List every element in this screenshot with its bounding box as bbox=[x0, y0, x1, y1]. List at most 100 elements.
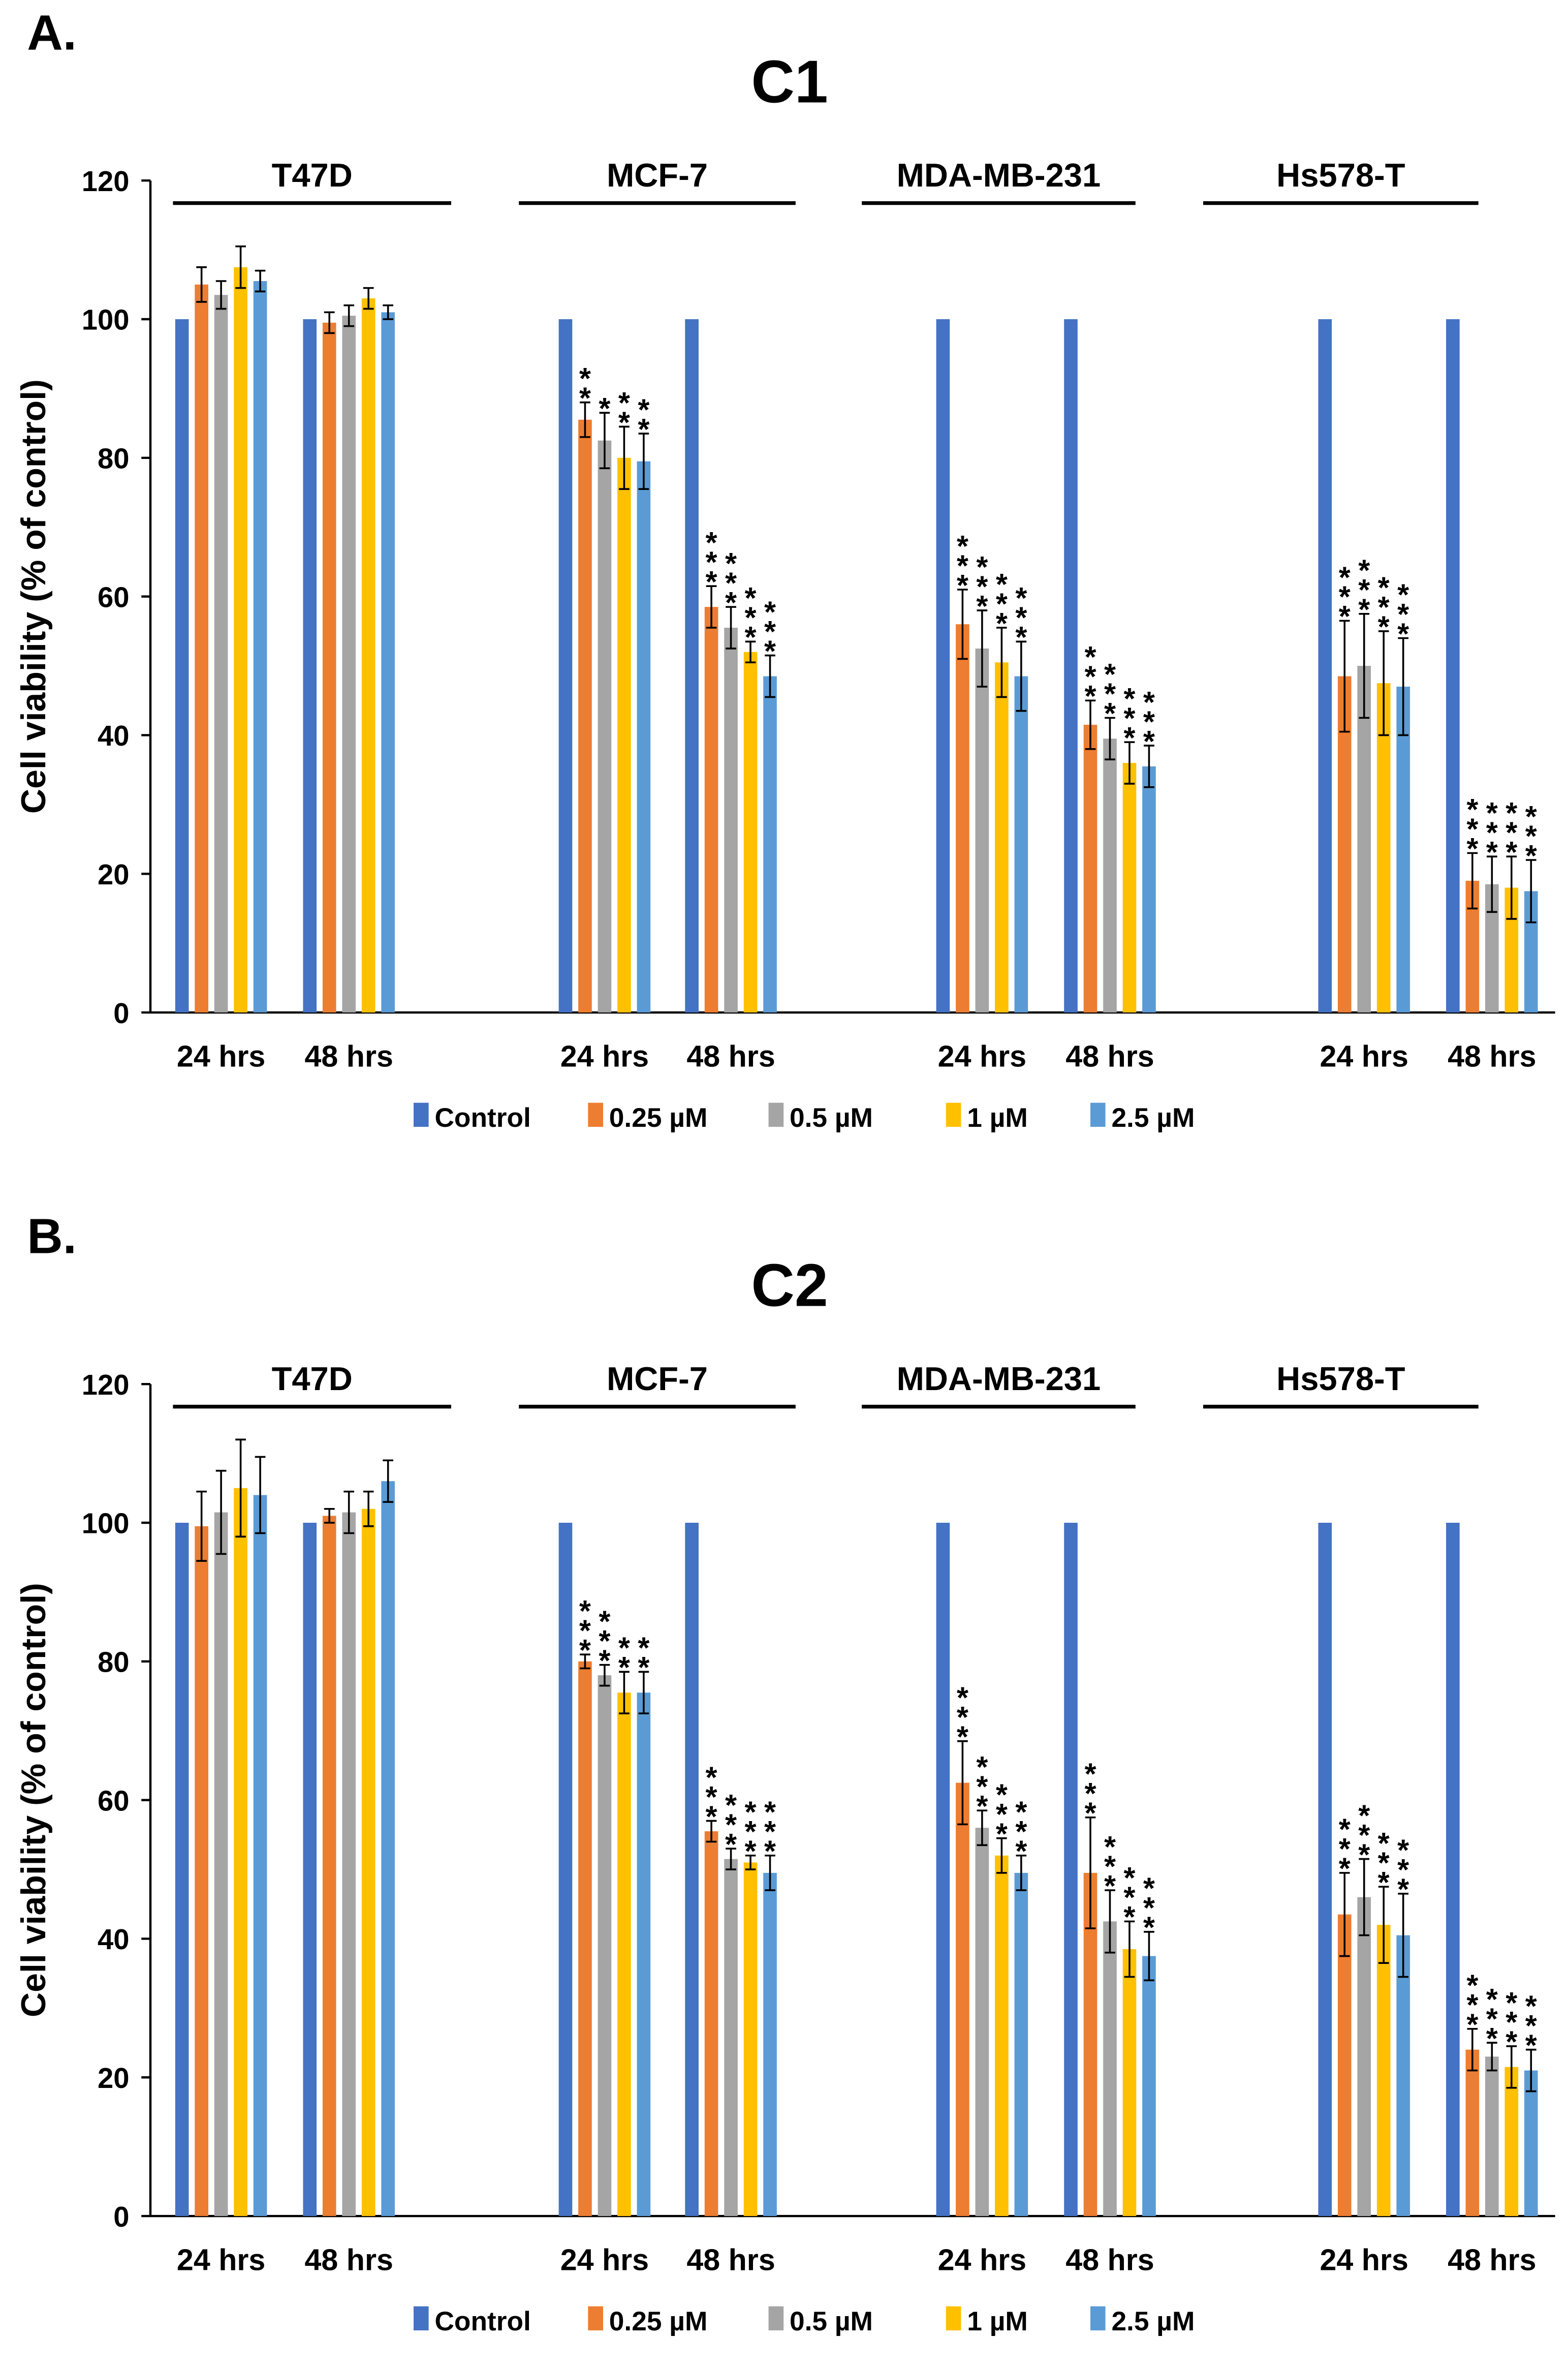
c1-significance-stars: * * * bbox=[1104, 657, 1116, 730]
c1-significance-stars: * * * bbox=[996, 567, 1008, 640]
c1-significance-stars: * * * bbox=[976, 550, 988, 623]
c1-y-tick-label: 80 bbox=[98, 443, 130, 475]
c1-significance-stars: * * * bbox=[1466, 792, 1478, 866]
c1-x-tick-label: 48 hrs bbox=[686, 1039, 775, 1073]
c1-significance-stars: * * * bbox=[1506, 796, 1517, 869]
c2-legend-swatch bbox=[414, 2306, 429, 2331]
c1-bar bbox=[598, 440, 612, 1013]
c1-bar bbox=[1396, 686, 1410, 1013]
c2-bar bbox=[1524, 2070, 1538, 2217]
c2-bar bbox=[1485, 2056, 1499, 2217]
c2-bar bbox=[685, 1523, 699, 2217]
c2-legend-swatch bbox=[768, 2306, 784, 2331]
c1-significance-stars: * * * bbox=[1084, 640, 1096, 713]
c2-significance-stars: * * * bbox=[1466, 1968, 1478, 2042]
c1-legend-swatch bbox=[588, 1102, 603, 1127]
c2-y-tick-label: 80 bbox=[98, 1646, 130, 1678]
c1-bar bbox=[195, 284, 208, 1013]
c1-significance-stars: * * * bbox=[1123, 682, 1135, 755]
c1-x-tick-label: 48 hrs bbox=[305, 1039, 393, 1073]
c2-chart-title: C2 bbox=[751, 1252, 828, 1319]
c2-significance-stars: * * bbox=[638, 1631, 649, 1684]
c1-legend-label: 1 µM bbox=[967, 1103, 1027, 1133]
c1-legend-swatch bbox=[1090, 1102, 1106, 1127]
c2-bar bbox=[175, 1523, 189, 2217]
c1-legend-label: 0.25 µM bbox=[609, 1103, 708, 1133]
c1-bar bbox=[342, 316, 356, 1013]
c2-bar bbox=[1465, 2049, 1480, 2217]
c1-bar bbox=[1122, 763, 1137, 1013]
c1-legend-swatch bbox=[768, 1102, 784, 1127]
c2-bar bbox=[1337, 1914, 1352, 2217]
c1-bar bbox=[1064, 319, 1078, 1013]
c1-y-tick-label: 100 bbox=[82, 304, 130, 336]
c1-y-tick-label: 0 bbox=[113, 997, 129, 1029]
c2-significance-stars: * * * bbox=[1486, 1982, 1498, 2055]
c2-bar bbox=[1376, 1925, 1391, 2217]
c2-significance-stars: * * * bbox=[1084, 1757, 1096, 1830]
c1-bar bbox=[1357, 666, 1371, 1013]
c1-legend-swatch bbox=[414, 1102, 429, 1127]
c1-bar bbox=[578, 419, 592, 1013]
c1-bar bbox=[214, 295, 228, 1013]
c1-bar bbox=[1376, 683, 1391, 1013]
c1-significance-stars: * * bbox=[638, 392, 649, 446]
c1-bar bbox=[704, 607, 718, 1013]
c2-significance-stars: * * * bbox=[745, 1795, 757, 1868]
c2-x-tick-label: 48 hrs bbox=[1065, 2243, 1154, 2277]
c1-legend-label: 0.5 µM bbox=[790, 1103, 873, 1133]
c2-bar bbox=[1122, 1949, 1137, 2217]
c2-x-tick-label: 24 hrs bbox=[1320, 2243, 1408, 2277]
c1-bar bbox=[936, 319, 950, 1013]
c2-group-label: MCF-7 bbox=[607, 1360, 708, 1397]
c2-bar bbox=[637, 1693, 651, 2217]
c2-legend-label: Control bbox=[434, 2306, 530, 2336]
c2-bar bbox=[381, 1481, 395, 2217]
c1-bar bbox=[763, 676, 777, 1013]
c2-bar bbox=[763, 1872, 777, 2217]
c2-bar bbox=[598, 1675, 612, 2217]
c1-bar bbox=[558, 319, 573, 1013]
c2-significance-stars: * * * bbox=[1339, 1812, 1351, 1886]
c1-bar bbox=[1142, 766, 1156, 1013]
c1-x-tick-label: 24 hrs bbox=[177, 1039, 265, 1073]
c1-significance-stars: * * * bbox=[745, 581, 757, 654]
c2-significance-stars: * * * bbox=[957, 1681, 968, 1754]
c2-bar bbox=[214, 1512, 228, 2217]
c2-y-tick-label: 40 bbox=[98, 1923, 130, 1955]
c1-significance-stars: * * * bbox=[1525, 799, 1537, 873]
c1-y-axis-label: Cell viability (% of control) bbox=[14, 379, 53, 814]
c1-y-tick-label: 60 bbox=[98, 581, 130, 613]
c1-significance-stars: * * * bbox=[1358, 553, 1370, 627]
c2-significance-stars: * * * bbox=[1525, 1989, 1537, 2063]
c2-bar bbox=[1446, 1523, 1460, 2217]
c1-y-tick-label: 40 bbox=[98, 720, 130, 752]
c2-significance-stars: * * * bbox=[996, 1778, 1008, 1851]
c2-bar bbox=[995, 1855, 1009, 2217]
c1-bar bbox=[1083, 724, 1097, 1013]
c2-y-tick-label: 20 bbox=[98, 2062, 130, 2094]
c1-legend-swatch bbox=[946, 1102, 961, 1127]
c1-y-tick-label: 20 bbox=[98, 858, 130, 890]
c2-y-tick-label: 60 bbox=[98, 1785, 130, 1817]
c1-bar bbox=[956, 624, 969, 1013]
c2-group-label: Hs578-T bbox=[1276, 1360, 1405, 1397]
c2-bar bbox=[1103, 1921, 1117, 2217]
c2-x-tick-label: 24 hrs bbox=[177, 2243, 265, 2277]
c2-bar bbox=[724, 1859, 738, 2217]
c1-significance-stars: * * * bbox=[1397, 577, 1409, 651]
c1-chart-title: C1 bbox=[751, 48, 828, 115]
c2-x-tick-label: 24 hrs bbox=[938, 2243, 1026, 2277]
c1-significance-stars: * * * bbox=[706, 526, 717, 599]
c2-legend-swatch bbox=[588, 2306, 603, 2331]
c1-bar bbox=[743, 652, 758, 1013]
c1-bar bbox=[1446, 319, 1460, 1013]
c1-panel-label: A. bbox=[27, 5, 77, 60]
c2-bar bbox=[578, 1661, 592, 2217]
c2-significance-stars: * * * bbox=[1104, 1830, 1116, 1903]
c1-group-label: MCF-7 bbox=[607, 157, 708, 194]
c2-bar bbox=[617, 1693, 631, 2217]
c1-x-tick-label: 48 hrs bbox=[1448, 1039, 1536, 1073]
c2-legend-swatch bbox=[946, 2306, 961, 2331]
